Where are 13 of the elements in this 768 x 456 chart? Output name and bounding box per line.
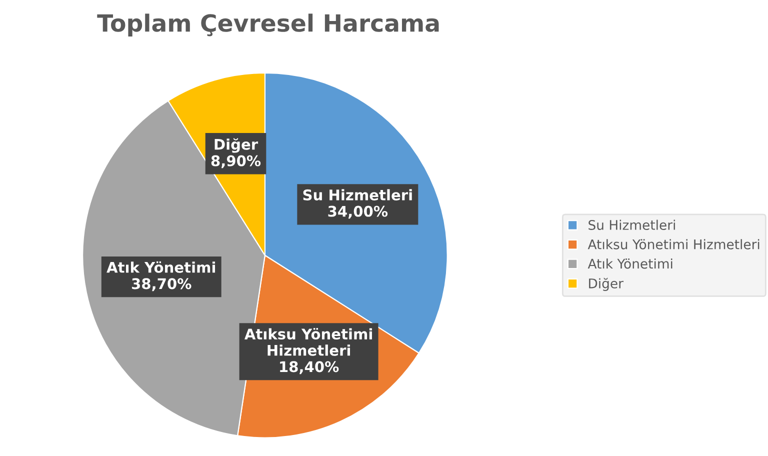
slice-label: Su Hizmetleri <box>303 189 412 200</box>
data-label: 38,70% <box>132 278 192 292</box>
legend-label: Atıksu Yönetimi Hizmetleri <box>588 239 760 250</box>
legend-label: Diğer <box>589 278 624 291</box>
data-label: 34,00% <box>328 206 388 219</box>
data-label: 18,40% <box>280 361 339 374</box>
slice-label: Atıksu Yönetimi Hizmetleri <box>244 328 372 356</box>
chart-title: Toplam Çevresel Harcama <box>97 14 439 37</box>
legend-label: Atık Yönetimi <box>588 258 672 269</box>
slice-label: Diğer <box>214 138 258 153</box>
legend-label: Su Hizmetleri <box>588 220 675 230</box>
data-label: 8,90% <box>211 155 261 168</box>
slice-label: Atık Yönetimi <box>106 261 215 273</box>
